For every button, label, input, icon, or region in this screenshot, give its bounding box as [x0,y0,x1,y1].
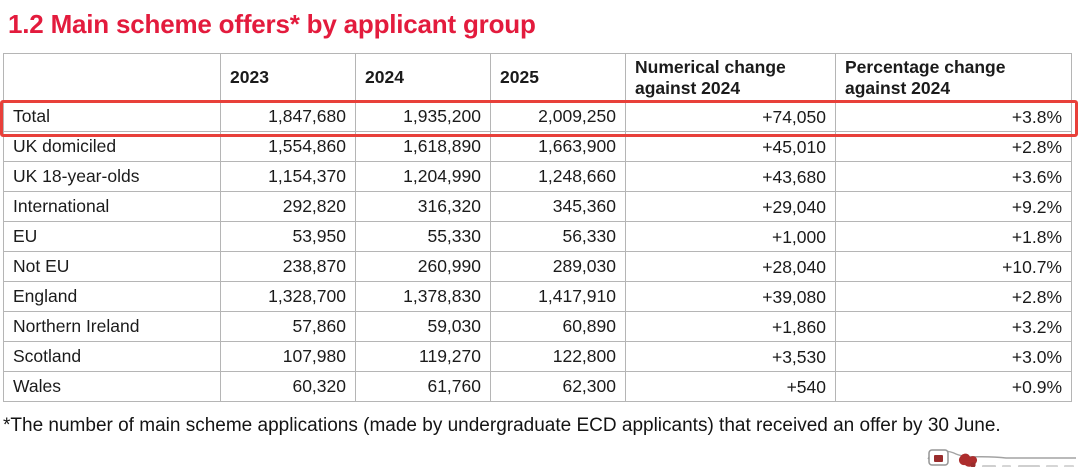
change-cell: +1.8% [835,221,1072,252]
value-cell: 107,980 [220,341,356,372]
change-cell: +9.2% [835,191,1072,222]
table-row: Scotland 107,980 119,270 122,800 +3,530 +3.0% [3,341,1072,372]
row-label: International [3,191,221,222]
table-row-total: Total 1,847,680 1,935,200 2,009,250 +74,050 +… [3,101,1072,132]
value-cell: 1,248,660 [490,161,626,192]
value-cell: 1,204,990 [355,161,491,192]
column-header-numerical-change: Numerical change against 2024 [625,53,836,102]
value-cell: 55,330 [355,221,491,252]
table-header-row: 2023 2024 2025 Numerical change against … [3,53,1072,102]
table-row: UK domiciled 1,554,860 1,618,890 1,663,900 +… [3,131,1072,162]
change-cell: +43,680 [625,161,836,192]
value-cell: 56,330 [490,221,626,252]
row-label: England [3,281,221,312]
change-cell: +3.0% [835,341,1072,372]
change-cell: +0.9% [835,371,1072,402]
row-label: UK domiciled [3,131,221,162]
column-header-2024: 2024 [355,53,491,102]
column-header-percentage-change: Percentage change against 2024 [835,53,1072,102]
value-cell: 60,320 [220,371,356,402]
change-cell: +1,000 [625,221,836,252]
value-cell: 122,800 [490,341,626,372]
value-cell: 59,030 [355,311,491,342]
value-cell: 1,417,910 [490,281,626,312]
row-label: Wales [3,371,221,402]
row-label: Scotland [3,341,221,372]
change-cell: +74,050 [625,101,836,132]
value-cell: 1,378,830 [355,281,491,312]
value-cell: 57,860 [220,311,356,342]
page-title: 1.2 Main scheme offers* by applicant gro… [8,9,536,39]
change-cell: +2.8% [835,281,1072,312]
change-cell: +3.2% [835,311,1072,342]
change-cell: +29,040 [625,191,836,222]
change-cell: +10.7% [835,251,1072,282]
value-cell: 53,950 [220,221,356,252]
table-row: International 292,820 316,320 345,360 +29,04… [3,191,1072,222]
value-cell: 292,820 [220,191,356,222]
value-cell: 2,009,250 [490,101,626,132]
value-cell: 1,935,200 [355,101,491,132]
change-cell: +3.8% [835,101,1072,132]
value-cell: 62,300 [490,371,626,402]
table-row: Not EU 238,870 260,990 289,030 +28,040 +10.7% [3,251,1072,282]
column-header-2023: 2023 [220,53,356,102]
change-cell: +39,080 [625,281,836,312]
value-cell: 289,030 [490,251,626,282]
table-body: Total 1,847,680 1,935,200 2,009,250 +74,050 +… [3,101,1072,402]
offers-table: 2023 2024 2025 Numerical change against … [3,53,1072,402]
table-row: Wales 60,320 61,760 62,300 +540 +0.9% [3,371,1072,402]
value-cell: 1,618,890 [355,131,491,162]
value-cell: 345,360 [490,191,626,222]
value-cell: 1,847,680 [220,101,356,132]
row-label: Not EU [3,251,221,282]
table-row: EU 53,950 55,330 56,330 +1,000 +1.8% [3,221,1072,252]
change-cell: +540 [625,371,836,402]
row-label: UK 18-year-olds [3,161,221,192]
value-cell: 260,990 [355,251,491,282]
table-row: UK 18-year-olds 1,154,370 1,204,990 1,248,6… [3,161,1072,192]
watermark-logo [927,449,1076,467]
row-label: Total [3,101,221,132]
column-header-2025: 2025 [490,53,626,102]
value-cell: 119,270 [355,341,491,372]
row-label: EU [3,221,221,252]
table-row: Northern Ireland 57,860 59,030 60,890 +1,860… [3,311,1072,342]
table-row: England 1,328,700 1,378,830 1,417,910 +39,08… [3,281,1072,312]
value-cell: 238,870 [220,251,356,282]
footnote: *The number of main scheme applications … [3,415,1001,436]
change-cell: +45,010 [625,131,836,162]
value-cell: 1,663,900 [490,131,626,162]
change-cell: +2.8% [835,131,1072,162]
change-cell: +3.6% [835,161,1072,192]
change-cell: +1,860 [625,311,836,342]
change-cell: +3,530 [625,341,836,372]
row-label: Northern Ireland [3,311,221,342]
change-cell: +28,040 [625,251,836,282]
value-cell: 60,890 [490,311,626,342]
value-cell: 61,760 [355,371,491,402]
column-header-blank [3,53,221,102]
value-cell: 1,328,700 [220,281,356,312]
value-cell: 316,320 [355,191,491,222]
value-cell: 1,554,860 [220,131,356,162]
value-cell: 1,154,370 [220,161,356,192]
